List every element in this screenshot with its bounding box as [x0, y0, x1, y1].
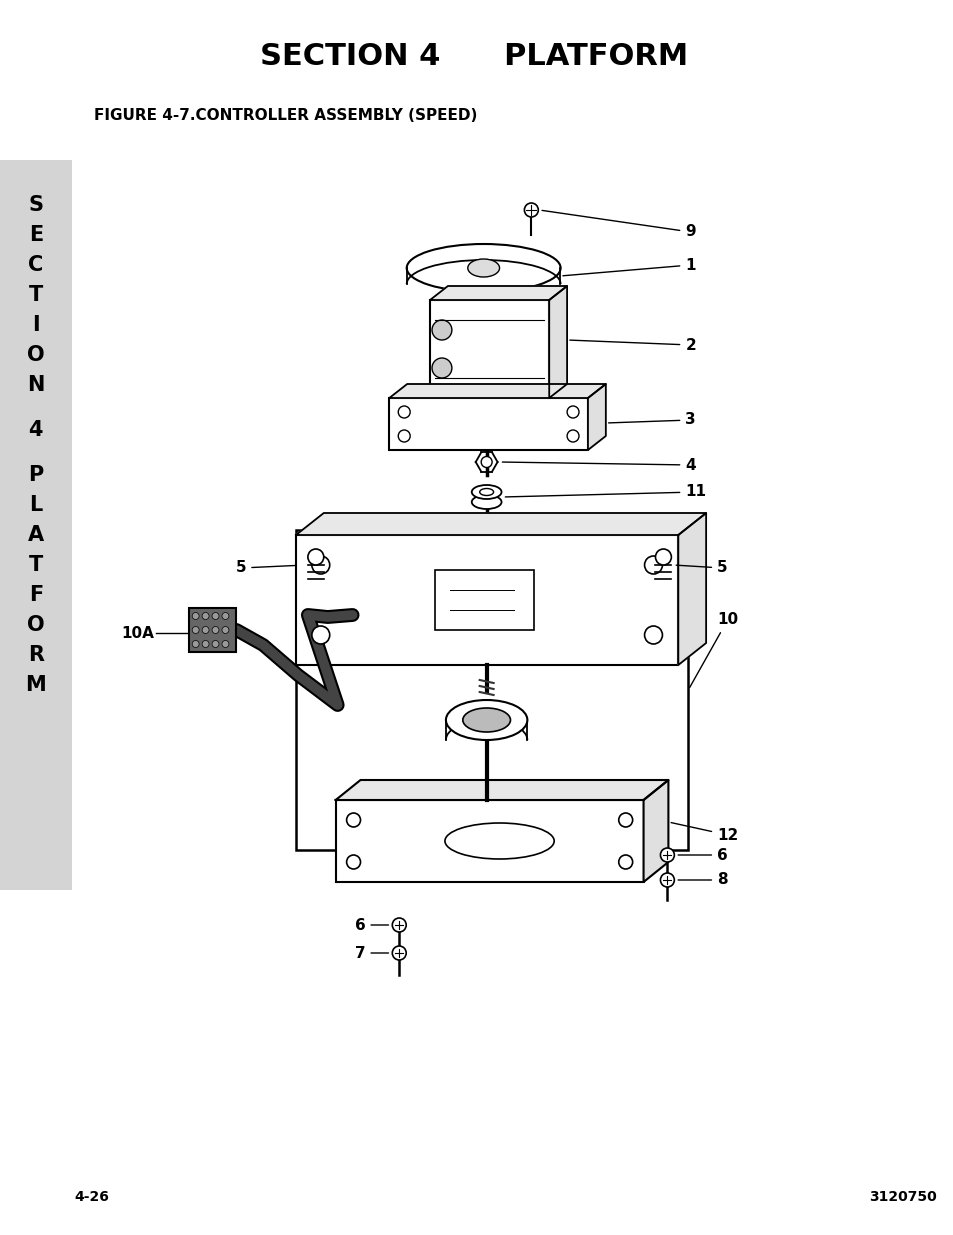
Text: 12: 12: [670, 823, 738, 842]
Text: 4-26: 4-26: [74, 1191, 110, 1204]
Ellipse shape: [462, 708, 510, 732]
Text: 3120750: 3120750: [868, 1191, 936, 1204]
Text: 4: 4: [502, 457, 695, 473]
Circle shape: [202, 626, 209, 634]
Polygon shape: [335, 781, 668, 800]
Circle shape: [659, 873, 674, 887]
Text: 3: 3: [608, 412, 695, 427]
Text: FIGURE 4-7.CONTROLLER ASSEMBLY (SPEED): FIGURE 4-7.CONTROLLER ASSEMBLY (SPEED): [94, 107, 477, 124]
Circle shape: [312, 556, 330, 574]
Polygon shape: [295, 513, 705, 535]
Circle shape: [432, 320, 452, 340]
Ellipse shape: [471, 485, 501, 499]
Text: N: N: [27, 375, 45, 395]
Bar: [0, 161, 71, 890]
Circle shape: [432, 358, 452, 378]
Text: P: P: [28, 466, 43, 485]
Text: SECTION 4      PLATFORM: SECTION 4 PLATFORM: [259, 42, 687, 70]
Bar: [295, 530, 687, 850]
Circle shape: [346, 813, 360, 827]
Circle shape: [192, 641, 199, 647]
Circle shape: [312, 626, 330, 643]
Text: 9: 9: [541, 210, 695, 240]
Text: 7: 7: [355, 946, 388, 961]
Text: L: L: [30, 495, 42, 515]
Circle shape: [397, 406, 410, 417]
Text: I: I: [31, 315, 39, 335]
Circle shape: [192, 626, 199, 634]
Polygon shape: [587, 384, 605, 450]
Text: 8: 8: [678, 872, 727, 888]
Bar: [389, 398, 587, 450]
Ellipse shape: [406, 245, 560, 291]
Circle shape: [202, 613, 209, 620]
Circle shape: [480, 457, 492, 468]
Circle shape: [566, 430, 578, 442]
Polygon shape: [389, 384, 605, 398]
Text: 4: 4: [29, 420, 43, 440]
Bar: [335, 800, 643, 882]
Circle shape: [192, 613, 199, 620]
Bar: [435, 571, 534, 630]
Circle shape: [222, 641, 229, 647]
Text: 5: 5: [235, 561, 303, 576]
Circle shape: [222, 613, 229, 620]
Text: O: O: [27, 615, 45, 635]
Ellipse shape: [444, 823, 554, 860]
Text: 2: 2: [569, 337, 696, 352]
Circle shape: [346, 855, 360, 869]
Polygon shape: [430, 287, 566, 300]
Text: 6: 6: [678, 847, 727, 862]
Circle shape: [618, 813, 632, 827]
Ellipse shape: [445, 700, 527, 740]
Polygon shape: [678, 513, 705, 664]
Text: E: E: [29, 225, 43, 245]
Text: R: R: [28, 645, 44, 664]
Text: F: F: [29, 585, 43, 605]
Circle shape: [618, 855, 632, 869]
Circle shape: [212, 613, 219, 620]
Ellipse shape: [471, 495, 501, 509]
Circle shape: [222, 626, 229, 634]
Text: T: T: [29, 285, 43, 305]
Text: 6: 6: [355, 918, 388, 932]
Text: 5: 5: [676, 561, 727, 576]
Polygon shape: [549, 287, 566, 398]
Circle shape: [644, 556, 661, 574]
Bar: [295, 535, 678, 664]
Circle shape: [202, 641, 209, 647]
Bar: [189, 608, 236, 652]
Circle shape: [392, 918, 406, 932]
Circle shape: [212, 641, 219, 647]
Circle shape: [212, 626, 219, 634]
Circle shape: [308, 550, 323, 564]
Circle shape: [397, 430, 410, 442]
Polygon shape: [643, 781, 668, 882]
Text: O: O: [27, 345, 45, 366]
Text: S: S: [29, 195, 43, 215]
Text: A: A: [28, 525, 44, 545]
Circle shape: [659, 848, 674, 862]
Ellipse shape: [479, 489, 493, 495]
Text: 1: 1: [562, 258, 695, 275]
Text: 10A: 10A: [121, 625, 153, 641]
Text: M: M: [26, 676, 46, 695]
Ellipse shape: [467, 259, 499, 277]
Text: T: T: [29, 555, 43, 576]
Circle shape: [566, 406, 578, 417]
Text: 11: 11: [505, 484, 705, 499]
Text: C: C: [28, 254, 43, 275]
Circle shape: [524, 203, 537, 217]
Circle shape: [644, 626, 661, 643]
Circle shape: [655, 550, 671, 564]
Circle shape: [392, 946, 406, 960]
Text: 10: 10: [689, 613, 738, 688]
Bar: [430, 300, 549, 398]
